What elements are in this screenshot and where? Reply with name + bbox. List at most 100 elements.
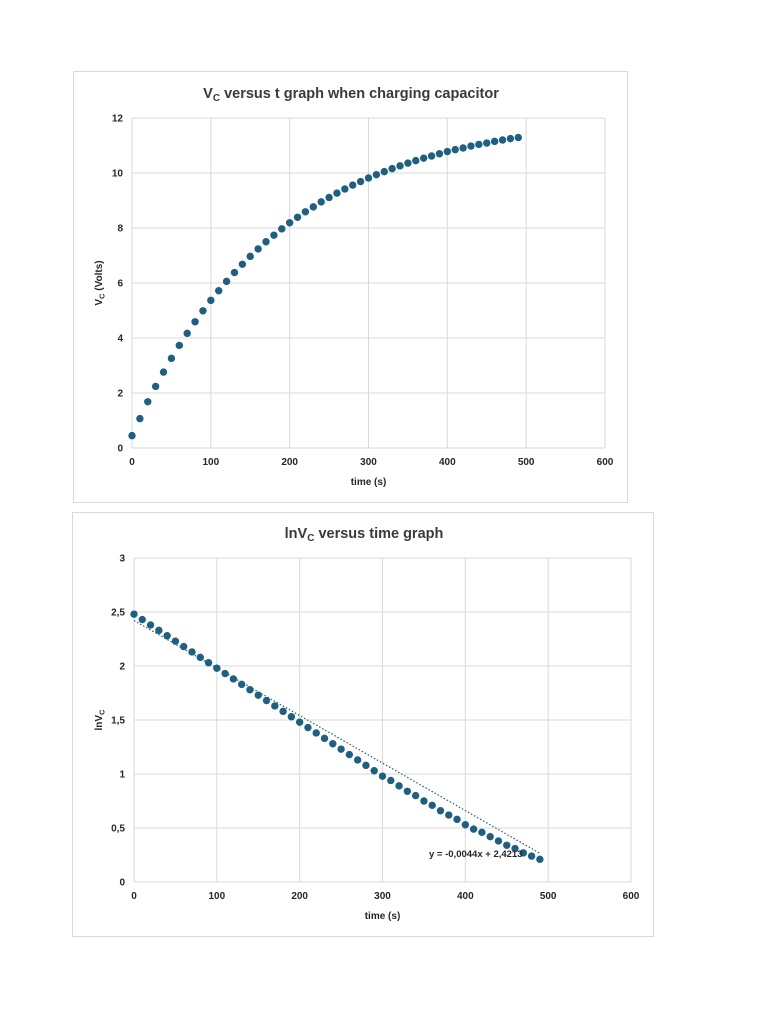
data-point: [304, 723, 312, 732]
data-point: [144, 398, 152, 406]
data-point: [293, 213, 302, 221]
y-tick-label: 2,5: [111, 608, 125, 619]
data-point: [287, 713, 296, 721]
data-point: [279, 707, 287, 716]
data-point: [155, 626, 163, 635]
chart-title: lnVC versus time graph: [285, 526, 444, 544]
data-point: [285, 219, 294, 227]
data-point: [237, 680, 246, 689]
data-point: [171, 637, 180, 645]
data-point: [130, 610, 138, 618]
data-point: [388, 164, 396, 173]
x-tick-label: 600: [597, 457, 614, 468]
data-point: [494, 837, 503, 845]
x-tick-label: 200: [281, 457, 298, 468]
y-tick-label: 2: [119, 662, 125, 673]
data-point: [461, 821, 470, 829]
data-point: [222, 277, 231, 286]
data-point: [519, 849, 528, 857]
data-point: [270, 231, 278, 239]
y-tick-label: 12: [112, 114, 124, 125]
data-point: [387, 776, 395, 785]
data-point: [317, 198, 325, 206]
trendline-equation: y = -0,0044x + 2,4213: [429, 849, 523, 860]
data-point: [254, 245, 262, 253]
x-tick-label: 100: [208, 891, 225, 902]
y-tick-label: 10: [112, 169, 124, 180]
data-point: [301, 208, 310, 216]
x-tick-label: 300: [360, 457, 377, 468]
data-point: [403, 787, 412, 795]
chart-vc-vs-time-svg: VC versus t graph when charging capacito…: [94, 86, 614, 488]
data-point: [325, 193, 333, 202]
data-point: [420, 797, 428, 805]
x-tick-label: 200: [291, 891, 308, 902]
x-tick-label: 0: [131, 891, 137, 902]
data-point: [362, 761, 370, 770]
data-point: [345, 750, 354, 759]
data-point: [380, 167, 388, 176]
x-tick-label: 400: [439, 457, 456, 468]
data-point: [183, 329, 191, 338]
data-point: [503, 841, 511, 849]
grid: [133, 557, 632, 883]
data-point: [536, 855, 544, 864]
data-point: [435, 150, 444, 158]
data-point: [459, 144, 467, 152]
data-point: [453, 815, 461, 824]
data-point: [136, 414, 144, 423]
data-point: [370, 767, 378, 775]
data-point: [364, 174, 373, 182]
data-point: [412, 156, 420, 165]
data-point: [278, 225, 286, 233]
data-point: [404, 159, 412, 167]
data-point: [238, 260, 247, 268]
data-point: [167, 354, 176, 363]
x-tick-label: 100: [202, 457, 219, 468]
data-point: [396, 162, 404, 170]
y-axis-label: lnVC: [94, 709, 107, 731]
y-tick-label: 4: [117, 334, 123, 345]
data-point: [180, 642, 188, 651]
data-point: [349, 181, 357, 189]
x-axis-label: time (s): [365, 911, 401, 922]
data-point: [213, 664, 221, 672]
data-point: [395, 782, 403, 790]
data-point: [204, 659, 213, 667]
x-tick-label: 400: [457, 891, 474, 902]
data-point: [188, 648, 196, 656]
y-tick-label: 3: [119, 554, 125, 565]
y-tick-label: 8: [117, 224, 123, 235]
chart-lnvc-vs-time-svg: lnVC versus time graph 0 100 200 300 400 500 60…: [94, 526, 640, 922]
data-point: [490, 137, 499, 146]
data-point: [356, 177, 365, 186]
data-point: [478, 828, 486, 837]
data-point: [151, 382, 160, 391]
y-tick-label: 1: [119, 770, 125, 781]
data-point: [353, 756, 362, 764]
data-point: [320, 734, 329, 743]
y-tick-label: 0: [119, 878, 125, 889]
data-point: [196, 653, 204, 662]
y-tick-label: 0,5: [111, 824, 125, 835]
data-point: [527, 852, 536, 860]
data-point: [514, 133, 522, 142]
x-tick-label: 500: [540, 891, 557, 902]
x-tick-label: 0: [129, 457, 135, 468]
data-point: [506, 134, 515, 143]
data-point: [254, 691, 262, 699]
data-point: [175, 341, 183, 350]
data-point: [475, 140, 483, 149]
data-point: [262, 238, 270, 246]
chart-lnvc-vs-time: lnVC versus time graph 0 100 200 300 400 500 60…: [72, 512, 654, 937]
data-point: [427, 152, 436, 160]
data-point: [230, 268, 239, 277]
data-point: [428, 801, 436, 810]
data-point: [451, 145, 459, 154]
data-point: [309, 203, 318, 211]
data-point: [411, 791, 420, 800]
data-series: [130, 610, 544, 864]
data-point: [443, 147, 452, 156]
x-tick-label: 600: [623, 891, 640, 902]
data-point: [436, 807, 445, 815]
